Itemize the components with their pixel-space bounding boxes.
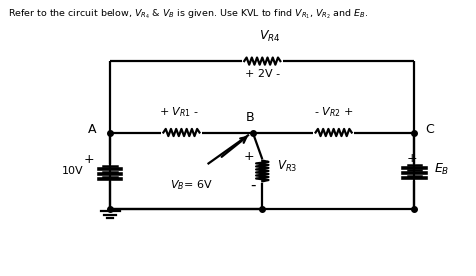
Text: $V_B$= 6V: $V_B$= 6V (169, 178, 212, 192)
Text: $V_{R4}$: $V_{R4}$ (258, 29, 279, 44)
Text: Refer to the circuit below, $V_{R_4}$ & $V_B$ is given. Use KVL to find $V_{R_1}: Refer to the circuit below, $V_{R_4}$ & … (8, 7, 367, 21)
Text: C: C (424, 123, 433, 136)
Text: +: + (83, 153, 94, 166)
Text: A: A (88, 123, 97, 136)
Text: +: + (406, 152, 416, 164)
Text: - $V_{R2}$ +: - $V_{R2}$ + (313, 105, 353, 119)
Text: + $V_{R1}$ -: + $V_{R1}$ - (159, 105, 198, 119)
Text: $V_{R3}$: $V_{R3}$ (276, 158, 296, 174)
Text: +: + (243, 150, 254, 163)
Text: B: B (246, 111, 254, 124)
Text: -: - (249, 178, 255, 193)
Text: + 2V -: + 2V - (244, 69, 279, 79)
Text: $E_B$: $E_B$ (434, 162, 449, 177)
Text: 10V: 10V (62, 166, 84, 176)
